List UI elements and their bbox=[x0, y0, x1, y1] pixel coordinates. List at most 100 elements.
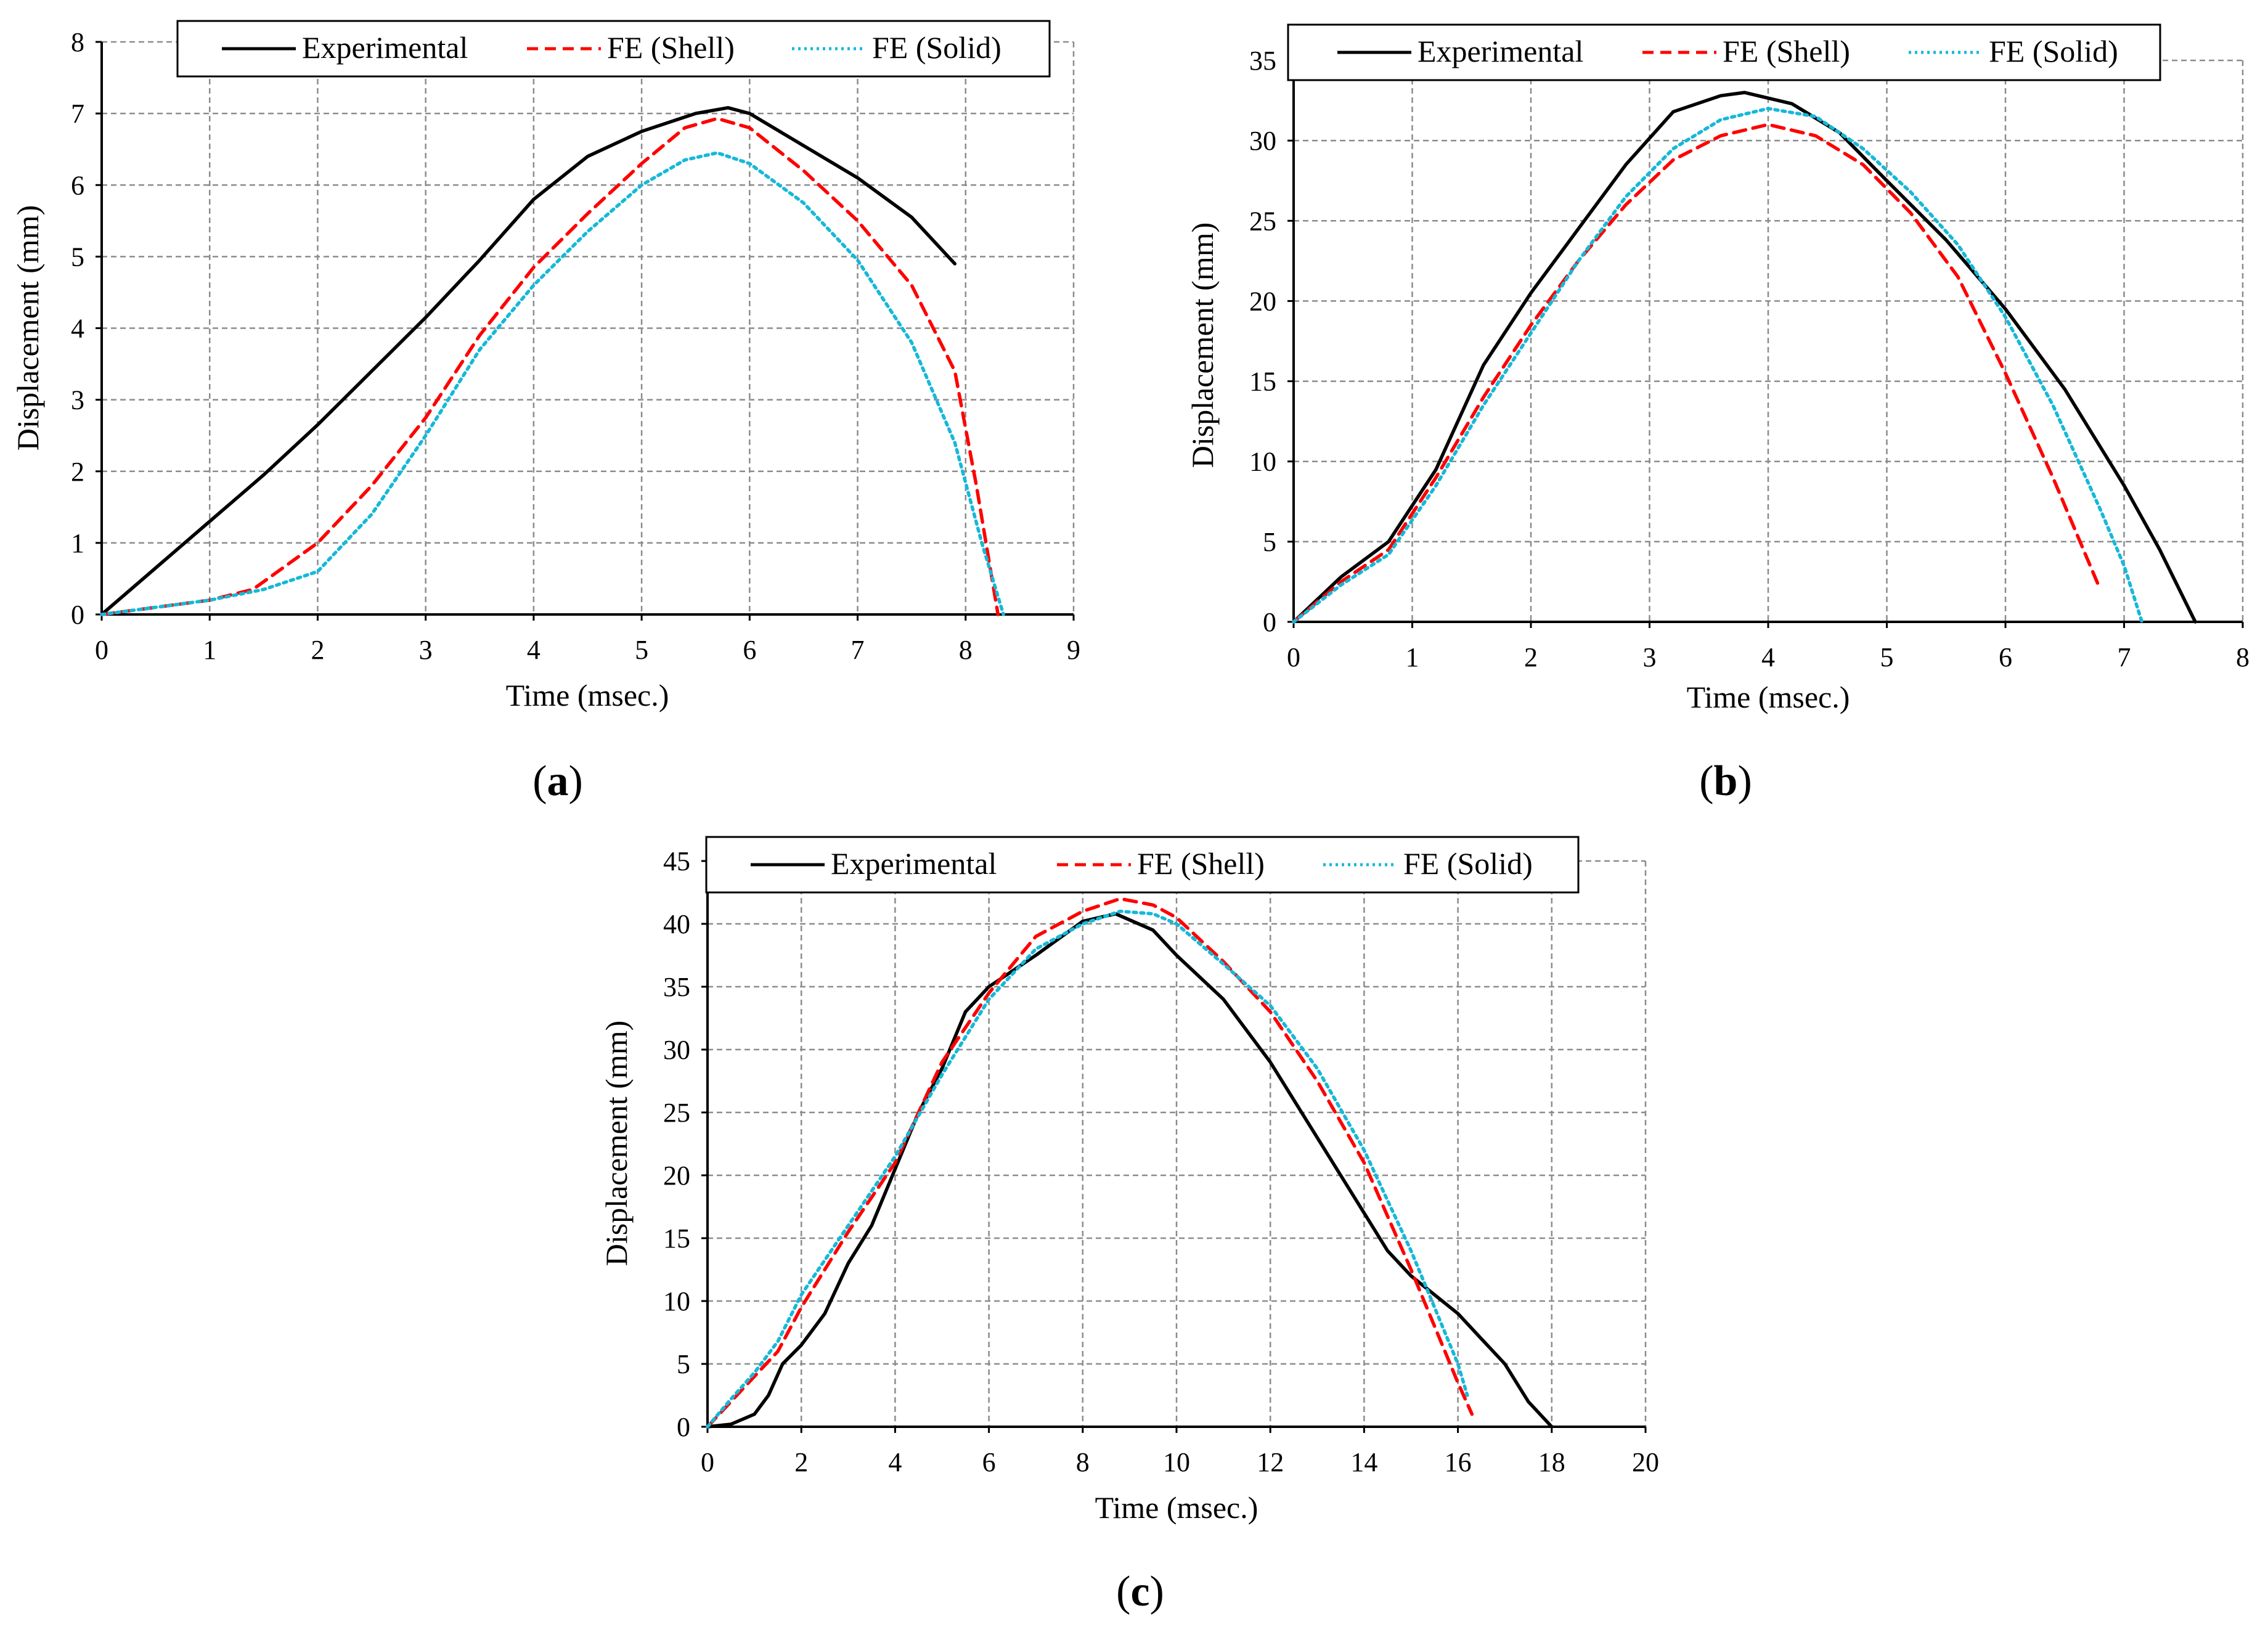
x-tick-label: 5 bbox=[1880, 642, 1894, 672]
y-tick-label: 35 bbox=[1249, 46, 1276, 76]
y-tick-label: 2 bbox=[71, 457, 84, 487]
x-tick-labels: 0 2 4 6 8 10 12 14 16 18 20 bbox=[701, 1427, 1659, 1477]
series-lines bbox=[1292, 91, 2197, 624]
y-tick-label: 8 bbox=[71, 27, 84, 57]
x-tick-label: 4 bbox=[527, 635, 540, 665]
x-tick-label: 14 bbox=[1350, 1447, 1377, 1477]
x-tick-label: 1 bbox=[203, 635, 216, 665]
x-tick-label: 2 bbox=[1524, 642, 1538, 672]
x-tick-labels: 0 1 2 3 4 5 6 7 8 9 bbox=[95, 614, 1080, 665]
series-experimental bbox=[100, 106, 957, 616]
legend-box bbox=[176, 20, 1051, 78]
legend-label-experimental: Experimental bbox=[1418, 34, 1583, 68]
legend-label-experimental: Experimental bbox=[831, 846, 997, 881]
y-tick-label: 40 bbox=[663, 909, 690, 939]
legend-label-shell: FE (Shell) bbox=[607, 30, 735, 65]
series-lines bbox=[706, 897, 1554, 1429]
series-fe-shell bbox=[1292, 123, 2102, 624]
x-tick-labels: 0 1 2 3 4 5 6 7 8 bbox=[1287, 622, 2250, 672]
legend-box bbox=[1287, 23, 2161, 81]
y-tick-label: 30 bbox=[663, 1035, 690, 1065]
y-tick-label: 4 bbox=[71, 314, 84, 344]
x-tick-label: 9 bbox=[1067, 635, 1080, 665]
y-tick-label: 7 bbox=[71, 99, 84, 129]
x-tick-label: 1 bbox=[1406, 642, 1419, 672]
caption-c: (c) bbox=[1116, 1568, 1164, 1615]
x-axis-label: Time (msec.) bbox=[1095, 1490, 1258, 1525]
x-axis-label: Time (msec.) bbox=[506, 678, 669, 712]
x-tick-label: 0 bbox=[701, 1447, 714, 1477]
y-tick-label: 1 bbox=[71, 528, 84, 558]
x-tick-label: 2 bbox=[311, 635, 324, 665]
x-tick-label: 5 bbox=[635, 635, 648, 665]
series-fe-solid bbox=[1292, 107, 2144, 624]
y-tick-label: 30 bbox=[1249, 126, 1276, 156]
y-tick-labels: 0 5 10 15 20 25 30 35 bbox=[1249, 46, 1294, 637]
x-tick-label: 8 bbox=[959, 635, 973, 665]
chart-a: 0 1 2 3 4 5 6 7 8 9 0 1 2 3 4 5 6 7 8 Time (msec.) Displa… bbox=[10, 20, 1080, 805]
x-tick-label: 4 bbox=[888, 1447, 902, 1477]
legend-label-solid: FE (Solid) bbox=[1989, 34, 2118, 68]
legend: Experimental FE (Shell) FE (Solid) bbox=[176, 20, 1051, 78]
y-tick-label: 5 bbox=[71, 242, 84, 272]
x-tick-label: 16 bbox=[1445, 1447, 1472, 1477]
y-tick-label: 0 bbox=[71, 600, 84, 630]
chart-c: 0 2 4 6 8 10 12 14 16 18 20 0 5 10 15 20 25 30 35 40 45 Tim… bbox=[599, 836, 1659, 1615]
y-tick-label: 20 bbox=[1249, 286, 1276, 316]
y-tick-label: 15 bbox=[1249, 367, 1276, 397]
caption-b: (b) bbox=[1699, 757, 1752, 805]
legend: Experimental FE (Shell) FE (Solid) bbox=[1287, 23, 2161, 81]
y-tick-labels: 0 5 10 15 20 25 30 35 40 45 bbox=[663, 846, 708, 1442]
x-tick-label: 4 bbox=[1761, 642, 1775, 672]
y-tick-label: 3 bbox=[71, 385, 84, 415]
y-tick-label: 0 bbox=[677, 1412, 690, 1442]
x-tick-label: 6 bbox=[743, 635, 756, 665]
y-axis-label: Displacement (mm) bbox=[10, 205, 45, 451]
y-tick-label: 5 bbox=[1263, 527, 1276, 557]
x-tick-label: 2 bbox=[794, 1447, 808, 1477]
legend-label-solid: FE (Solid) bbox=[872, 30, 1001, 65]
y-tick-label: 0 bbox=[1263, 607, 1276, 637]
y-tick-label: 20 bbox=[663, 1161, 690, 1191]
y-axis-label: Displacement (mm) bbox=[599, 1021, 634, 1267]
series-fe-shell bbox=[100, 116, 1000, 616]
y-tick-label: 25 bbox=[1249, 206, 1276, 236]
x-tick-label: 18 bbox=[1538, 1447, 1565, 1477]
chart-b: 0 1 2 3 4 5 6 7 8 0 5 10 15 20 25 30 35 Time (msec.) Di… bbox=[1185, 23, 2250, 805]
y-tick-label: 45 bbox=[663, 846, 690, 876]
y-tick-label: 35 bbox=[663, 972, 690, 1002]
x-tick-label: 10 bbox=[1163, 1447, 1190, 1477]
y-tick-label: 25 bbox=[663, 1098, 690, 1128]
legend-box bbox=[705, 836, 1580, 894]
x-tick-label: 0 bbox=[95, 635, 108, 665]
x-tick-label: 7 bbox=[851, 635, 865, 665]
x-tick-label: 3 bbox=[1643, 642, 1657, 672]
x-tick-label: 6 bbox=[982, 1447, 996, 1477]
legend-label-shell: FE (Shell) bbox=[1723, 34, 1850, 68]
x-tick-label: 6 bbox=[1999, 642, 2012, 672]
y-tick-label: 5 bbox=[677, 1349, 690, 1379]
x-tick-label: 12 bbox=[1257, 1447, 1284, 1477]
x-tick-label: 8 bbox=[1076, 1447, 1090, 1477]
legend-label-experimental: Experimental bbox=[302, 30, 468, 65]
x-tick-label: 8 bbox=[2236, 642, 2250, 672]
y-axis-label: Displacement (mm) bbox=[1185, 222, 1220, 468]
x-tick-label: 0 bbox=[1287, 642, 1300, 672]
y-tick-label: 6 bbox=[71, 170, 84, 200]
series-lines bbox=[100, 106, 1005, 616]
y-tick-label: 10 bbox=[663, 1286, 690, 1316]
x-tick-label: 3 bbox=[419, 635, 433, 665]
series-fe-solid bbox=[100, 151, 1005, 616]
series-fe-shell bbox=[706, 897, 1474, 1429]
y-tick-labels: 0 1 2 3 4 5 6 7 8 bbox=[71, 27, 102, 630]
legend-label-solid: FE (Solid) bbox=[1403, 846, 1533, 881]
legend-label-shell: FE (Shell) bbox=[1137, 846, 1265, 881]
x-tick-label: 20 bbox=[1632, 1447, 1659, 1477]
legend: Experimental FE (Shell) FE (Solid) bbox=[705, 836, 1580, 894]
x-tick-label: 7 bbox=[2118, 642, 2131, 672]
series-fe-solid bbox=[706, 909, 1469, 1429]
y-tick-label: 15 bbox=[663, 1223, 690, 1254]
y-tick-label: 10 bbox=[1249, 447, 1276, 477]
caption-a: (a) bbox=[532, 757, 583, 805]
